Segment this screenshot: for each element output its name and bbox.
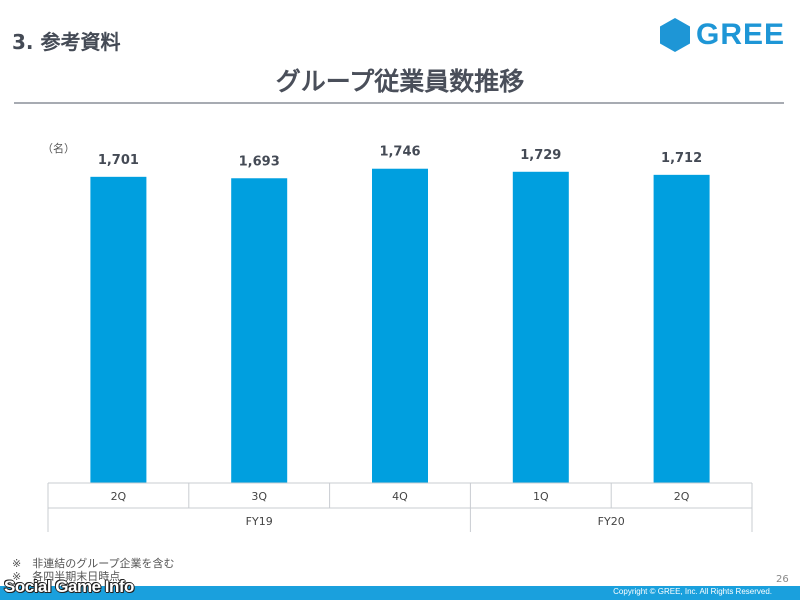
bar-2 xyxy=(231,178,288,483)
copyright-text: Copyright © GREE, Inc. All Rights Reserv… xyxy=(613,587,772,596)
footnote-1: ※ 非連結のグループ企業を含む xyxy=(12,557,175,570)
gree-hexagon-icon xyxy=(660,18,690,52)
bar-5 xyxy=(653,174,710,483)
bar-1 xyxy=(90,176,147,483)
bar-4 xyxy=(512,171,569,483)
logo-text: GREE xyxy=(696,18,786,51)
page-title: グループ従業員数推移 xyxy=(275,67,525,96)
data-label-2: 1,693 xyxy=(239,154,280,169)
footer-bar: Copyright © GREE, Inc. All Rights Reserv… xyxy=(0,586,800,600)
bar-3 xyxy=(372,168,428,483)
x-tick-label-1: 2Q xyxy=(111,490,127,503)
group-label-2: FY20 xyxy=(598,515,625,528)
x-tick-label-3: 4Q xyxy=(392,490,408,503)
y-unit-label: （名） xyxy=(42,142,75,155)
x-tick-label-4: 1Q xyxy=(533,490,549,503)
title-divider xyxy=(14,102,784,104)
section-title: 3. 参考資料 xyxy=(12,30,121,54)
data-label-5: 1,712 xyxy=(661,151,702,166)
watermark: Social Game Info xyxy=(4,577,134,596)
data-label-3: 1,746 xyxy=(379,145,420,160)
group-label-1: FY19 xyxy=(246,515,273,528)
footnote-2: ※ 各四半期末日時点 xyxy=(12,570,121,583)
page-number: 26 xyxy=(776,574,789,585)
x-tick-label-2: 3Q xyxy=(251,490,267,503)
x-tick-label-5: 2Q xyxy=(674,490,690,503)
data-label-4: 1,729 xyxy=(520,148,561,163)
data-label-1: 1,701 xyxy=(98,153,139,168)
